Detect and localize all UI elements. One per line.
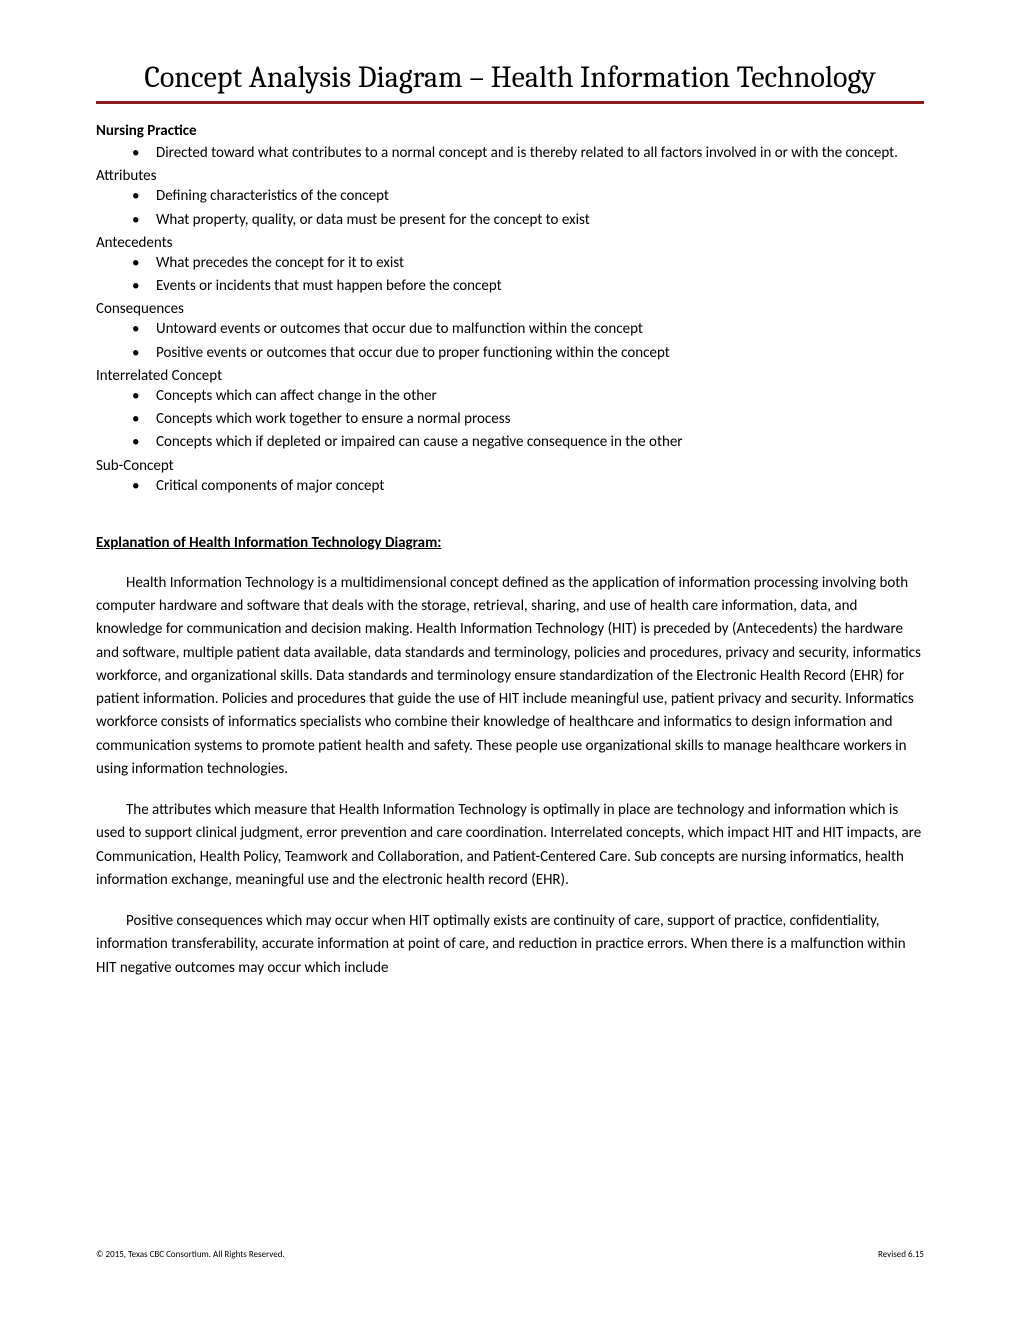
section-label-subconcept: Sub-Concept	[96, 457, 924, 475]
list-item: Concepts which work together to ensure a…	[156, 408, 924, 431]
list-item: Concepts which can affect change in the …	[156, 385, 924, 408]
section-label-interrelated: Interrelated Concept	[96, 367, 924, 385]
title-rule	[96, 101, 924, 104]
bullet-list: Defining characteristics of the concept …	[96, 185, 924, 232]
list-item: Events or incidents that must happen bef…	[156, 275, 924, 298]
bullet-list: Untoward events or outcomes that occur d…	[96, 318, 924, 365]
list-item: What precedes the concept for it to exis…	[156, 252, 924, 275]
definitions-block: Nursing Practice Directed toward what co…	[96, 122, 924, 498]
explanation-heading: Explanation of Health Information Techno…	[96, 534, 924, 552]
page-footer: © 2015, Texas CBC Consortium. All Rights…	[96, 1249, 924, 1260]
document-page: Concept Analysis Diagram – Health Inform…	[0, 0, 1020, 1320]
footer-copyright: © 2015, Texas CBC Consortium. All Rights…	[96, 1249, 285, 1260]
page-title: Concept Analysis Diagram – Health Inform…	[96, 60, 924, 101]
list-item: Untoward events or outcomes that occur d…	[156, 318, 924, 341]
bullet-list: What precedes the concept for it to exis…	[96, 252, 924, 299]
list-item: Critical components of major concept	[156, 475, 924, 498]
section-label-consequences: Consequences	[96, 300, 924, 318]
section-label-nursing-practice: Nursing Practice	[96, 122, 924, 140]
body-paragraph: Health Information Technology is a multi…	[96, 572, 924, 781]
section-label-attributes: Attributes	[96, 167, 924, 185]
list-item: Defining characteristics of the concept	[156, 185, 924, 208]
list-item: What property, quality, or data must be …	[156, 209, 924, 232]
bullet-list: Concepts which can affect change in the …	[96, 385, 924, 455]
bullet-list: Directed toward what contributes to a no…	[96, 142, 924, 165]
list-item: Concepts which if depleted or impaired c…	[156, 431, 924, 454]
body-paragraph: Positive consequences which may occur wh…	[96, 910, 924, 980]
bullet-list: Critical components of major concept	[96, 475, 924, 498]
body-paragraph: The attributes which measure that Health…	[96, 799, 924, 892]
list-item: Directed toward what contributes to a no…	[156, 142, 924, 165]
section-label-antecedents: Antecedents	[96, 234, 924, 252]
list-item: Positive events or outcomes that occur d…	[156, 342, 924, 365]
footer-revised: Revised 6.15	[878, 1249, 924, 1260]
